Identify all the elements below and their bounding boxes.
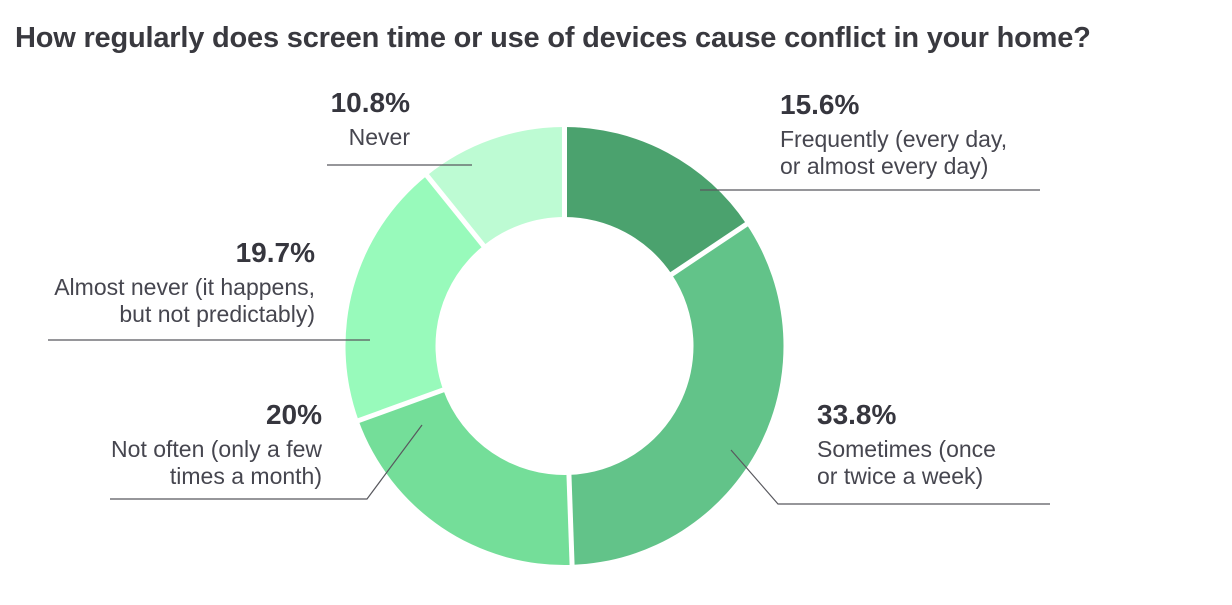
leader-line-not-often [110, 424, 423, 500]
donut-segment-almost_never [345, 175, 484, 421]
segment-desc-never: Never [331, 124, 410, 151]
desc-line: Never [348, 124, 410, 150]
segment-desc-not-often: Not often (only a few times a month) [111, 436, 322, 490]
segment-desc-almost-never: Almost never (it happens, but not predic… [54, 274, 315, 328]
desc-line: times a month) [169, 463, 322, 489]
desc-line: Almost never (it happens, [54, 274, 315, 300]
donut-segment-sometimes [568, 224, 784, 565]
desc-line: Frequently (every day, [780, 126, 1008, 152]
chart-title: How regularly does screen time or use of… [15, 22, 1091, 54]
segment-label-frequently: 15.6% Frequently (every day, or almost e… [780, 88, 1007, 180]
segment-label-not-often: 20% Not often (only a few times a month) [111, 398, 322, 490]
desc-line: Not often (only a few [111, 436, 322, 462]
segment-desc-sometimes: Sometimes (once or twice a week) [817, 436, 996, 490]
segment-separator [667, 219, 752, 279]
desc-line: or twice a week) [817, 463, 984, 489]
percent-value-frequently: 15.6% [780, 89, 860, 120]
segment-desc-frequently: Frequently (every day, or almost every d… [780, 126, 1007, 180]
segment-label-almost-never: 19.7% Almost never (it happens, but not … [54, 236, 315, 328]
percent-value-not-often: 20% [265, 399, 322, 430]
donut-segment-not_often [358, 389, 573, 565]
leader-line-sometimes [730, 449, 1050, 505]
leader-lines [48, 164, 1050, 505]
segment-separator [422, 170, 488, 251]
segment-separator [566, 470, 575, 569]
segment-label-sometimes: 33.8% Sometimes (once or twice a week) [817, 398, 996, 490]
desc-line: but not predictably) [119, 301, 315, 327]
percent-value-almost-never: 19.7% [235, 237, 315, 268]
segment-separators [353, 123, 752, 569]
desc-line: Sometimes (once [817, 436, 996, 462]
donut-segment-frequently [564, 127, 747, 275]
percent-value-never: 10.8% [330, 87, 410, 118]
segment-separator [353, 386, 448, 425]
segment-label-never: 10.8% Never [331, 86, 410, 151]
desc-line: or almost every day) [780, 153, 989, 179]
percent-value-sometimes: 33.8% [817, 399, 897, 430]
